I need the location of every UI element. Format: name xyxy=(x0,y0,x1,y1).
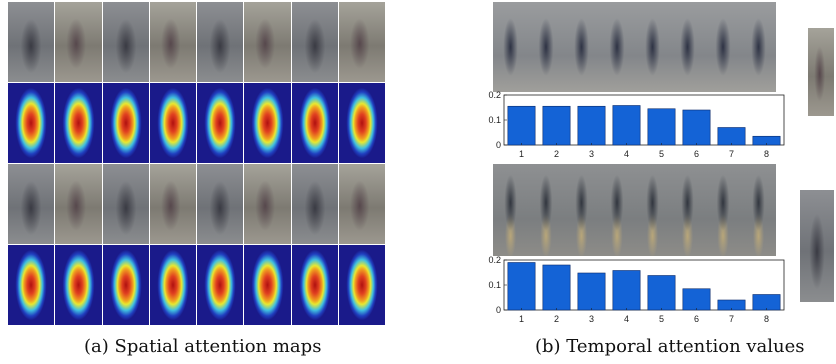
bar xyxy=(647,108,676,146)
y-tick-label: 0.2 xyxy=(488,256,501,265)
y-tick-label: 0.1 xyxy=(488,280,501,290)
attention-heatmap xyxy=(55,245,102,325)
video-frame xyxy=(599,2,635,92)
attention-heatmap xyxy=(244,83,291,163)
person-crop xyxy=(291,164,338,244)
caption-spatial: (a) Spatial attention maps xyxy=(84,336,322,357)
x-tick-label: 3 xyxy=(589,314,594,324)
video-frame xyxy=(634,164,670,256)
attention-heatmap xyxy=(149,245,196,325)
temporal-attention-chart-bottom: 1 2 3 4 5 6 7 8 0 0.1 0.2 xyxy=(488,256,785,324)
video-frame xyxy=(563,2,600,92)
bar xyxy=(752,294,781,311)
bar xyxy=(542,105,571,146)
attention-heatmap xyxy=(55,83,102,163)
y-tick-label: 0.1 xyxy=(488,115,501,125)
attention-heatmap xyxy=(8,245,55,325)
person-crop xyxy=(244,2,291,82)
person-crop xyxy=(55,2,102,82)
spatial-attention-grid xyxy=(8,2,386,326)
frame-strip-top xyxy=(493,2,776,92)
video-frame xyxy=(599,164,635,256)
video-frame xyxy=(740,164,776,256)
side-image-top xyxy=(808,28,834,116)
attention-heatmap xyxy=(149,83,196,163)
video-frame xyxy=(669,164,706,256)
video-frame xyxy=(705,2,741,92)
person-crop xyxy=(338,164,385,244)
attention-heatmap xyxy=(338,83,385,163)
person-crop xyxy=(197,164,244,244)
y-tick-label: 0.2 xyxy=(488,91,501,100)
bar xyxy=(542,264,571,311)
y-tick-label: 0 xyxy=(496,140,501,150)
person-crop xyxy=(8,2,55,82)
x-tick-label: 1 xyxy=(519,314,524,324)
side-image-bottom xyxy=(800,190,834,302)
attention-heatmap xyxy=(102,83,149,163)
person-crop xyxy=(197,2,244,82)
attention-heatmap xyxy=(197,83,244,163)
person-crop xyxy=(8,164,55,244)
attention-heatmap xyxy=(291,245,338,325)
x-tick-label: 8 xyxy=(764,149,769,159)
bar xyxy=(682,288,711,311)
video-frame xyxy=(493,164,529,256)
video-frame xyxy=(669,2,706,92)
bar xyxy=(682,109,711,146)
x-tick-label: 2 xyxy=(554,149,559,159)
x-tick-label: 3 xyxy=(589,149,594,159)
temporal-attention-chart-top: 1 2 3 4 5 6 7 8 0 0.1 0.2 xyxy=(488,91,785,159)
bar xyxy=(612,105,641,146)
x-tick-label: 7 xyxy=(729,149,734,159)
x-tick-label: 5 xyxy=(659,314,664,324)
person-crop xyxy=(55,164,102,244)
frame-strip-bottom xyxy=(493,164,776,256)
x-tick-label: 8 xyxy=(764,314,769,324)
bar xyxy=(717,127,746,146)
attention-heatmap xyxy=(244,245,291,325)
bar xyxy=(577,272,606,311)
video-frame xyxy=(563,164,600,256)
x-tick-label: 2 xyxy=(554,314,559,324)
person-crop xyxy=(102,164,149,244)
video-frame xyxy=(493,2,529,92)
bar xyxy=(612,270,641,311)
person-crop xyxy=(291,2,338,82)
x-tick-label: 7 xyxy=(729,314,734,324)
person-crop xyxy=(149,164,196,244)
attention-heatmap xyxy=(197,245,244,325)
bar xyxy=(577,105,606,146)
x-tick-label: 6 xyxy=(694,149,699,159)
x-tick-label: 5 xyxy=(659,149,664,159)
attention-heatmap xyxy=(102,245,149,325)
x-tick-label: 1 xyxy=(519,149,524,159)
bar xyxy=(647,275,676,311)
attention-heatmap xyxy=(338,245,385,325)
x-tick-label: 4 xyxy=(624,314,629,324)
video-frame xyxy=(740,2,776,92)
person-crop xyxy=(149,2,196,82)
x-tick-label: 4 xyxy=(624,149,629,159)
person-crop xyxy=(244,164,291,244)
attention-heatmap xyxy=(8,83,55,163)
person-crop xyxy=(102,2,149,82)
y-tick-label: 0 xyxy=(496,305,501,315)
video-frame xyxy=(528,164,564,256)
person-crop xyxy=(338,2,385,82)
video-frame xyxy=(705,164,741,256)
bar xyxy=(507,262,536,311)
attention-heatmap xyxy=(291,83,338,163)
bar xyxy=(507,105,536,146)
video-frame xyxy=(634,2,670,92)
video-frame xyxy=(528,2,564,92)
x-tick-label: 6 xyxy=(694,314,699,324)
caption-temporal: (b) Temporal attention values xyxy=(535,336,805,357)
